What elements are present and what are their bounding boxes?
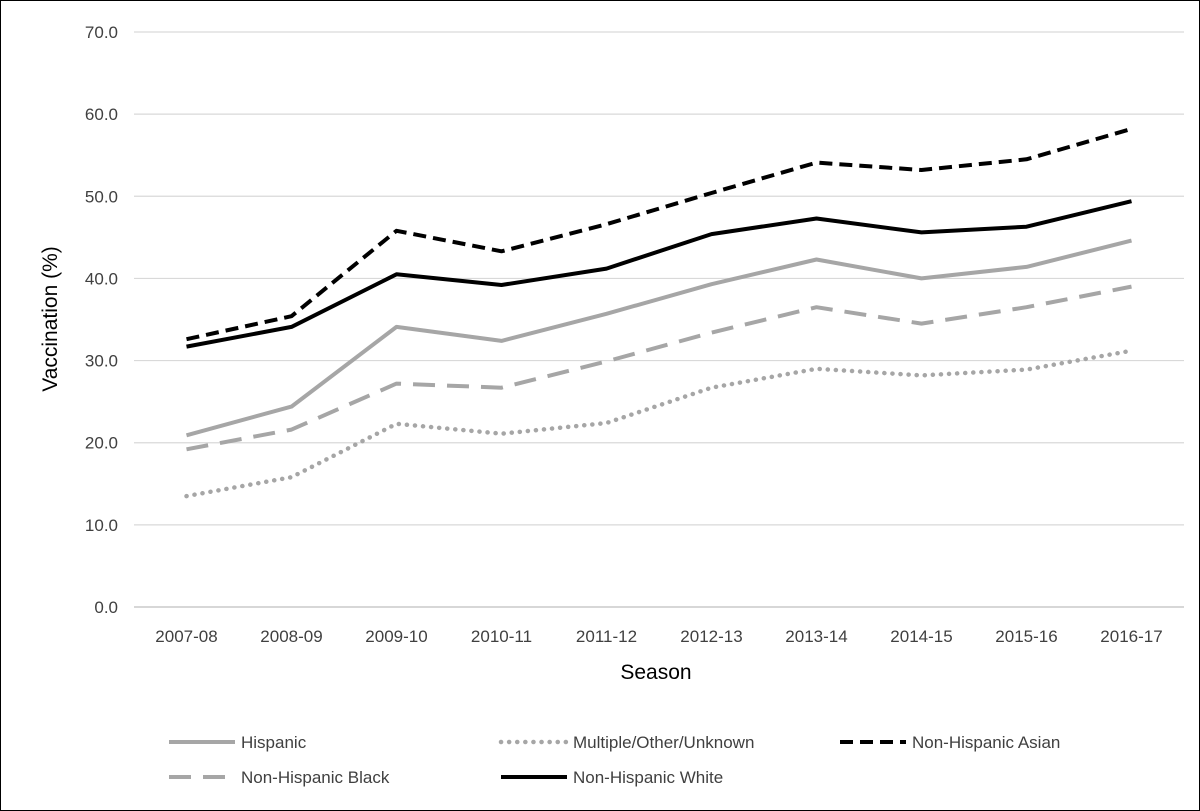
x-tick-label: 2016-17 [1100, 627, 1162, 646]
series-line-non-hispanic-white [186, 199, 1132, 349]
legend-label: Hispanic [241, 733, 307, 752]
x-axis-tick-labels: 2007-08 2008-09 2009-10 2010-11 2011-12 2012-… [155, 627, 1162, 646]
y-tick-label: 50.0 [85, 187, 118, 206]
legend: Hispanic Multiple/Other/Unknown Non-Hispan… [169, 733, 1060, 787]
y-axis-title: Vaccination (%) [39, 246, 62, 392]
series-line-multiple-other-unknown [184, 348, 1134, 499]
series-lines [184, 126, 1134, 499]
x-tick-label: 2012-13 [680, 627, 742, 646]
y-axis-tick-labels: 0.0 10.0 20.0 30.0 40.0 50.0 60.0 70.0 [85, 23, 118, 617]
series-line-hispanic [185, 238, 1132, 438]
series-line-non-hispanic-black [186, 284, 1132, 452]
x-tick-label: 2015-16 [995, 627, 1057, 646]
x-tick-label: 2008-09 [260, 627, 322, 646]
legend-label: Non-Hispanic Asian [912, 733, 1060, 752]
y-tick-label: 40.0 [85, 269, 118, 288]
y-tick-label: 10.0 [85, 516, 118, 535]
x-tick-label: 2010-11 [471, 627, 532, 646]
y-tick-label: 60.0 [85, 105, 118, 124]
gridlines [134, 31, 1184, 608]
legend-label: Non-Hispanic White [573, 768, 723, 787]
x-tick-label: 2009-10 [365, 627, 427, 646]
legend-label: Multiple/Other/Unknown [573, 733, 754, 752]
x-tick-label: 2007-08 [155, 627, 217, 646]
y-tick-label: 0.0 [94, 598, 118, 617]
x-tick-label: 2013-14 [785, 627, 847, 646]
y-tick-label: 30.0 [85, 352, 118, 371]
x-tick-label: 2014-15 [890, 627, 952, 646]
y-tick-label: 70.0 [85, 23, 118, 42]
legend-label: Non-Hispanic Black [241, 768, 390, 787]
x-axis-title: Season [620, 661, 691, 684]
x-tick-label: 2011-12 [576, 627, 637, 646]
y-tick-label: 20.0 [85, 434, 118, 453]
